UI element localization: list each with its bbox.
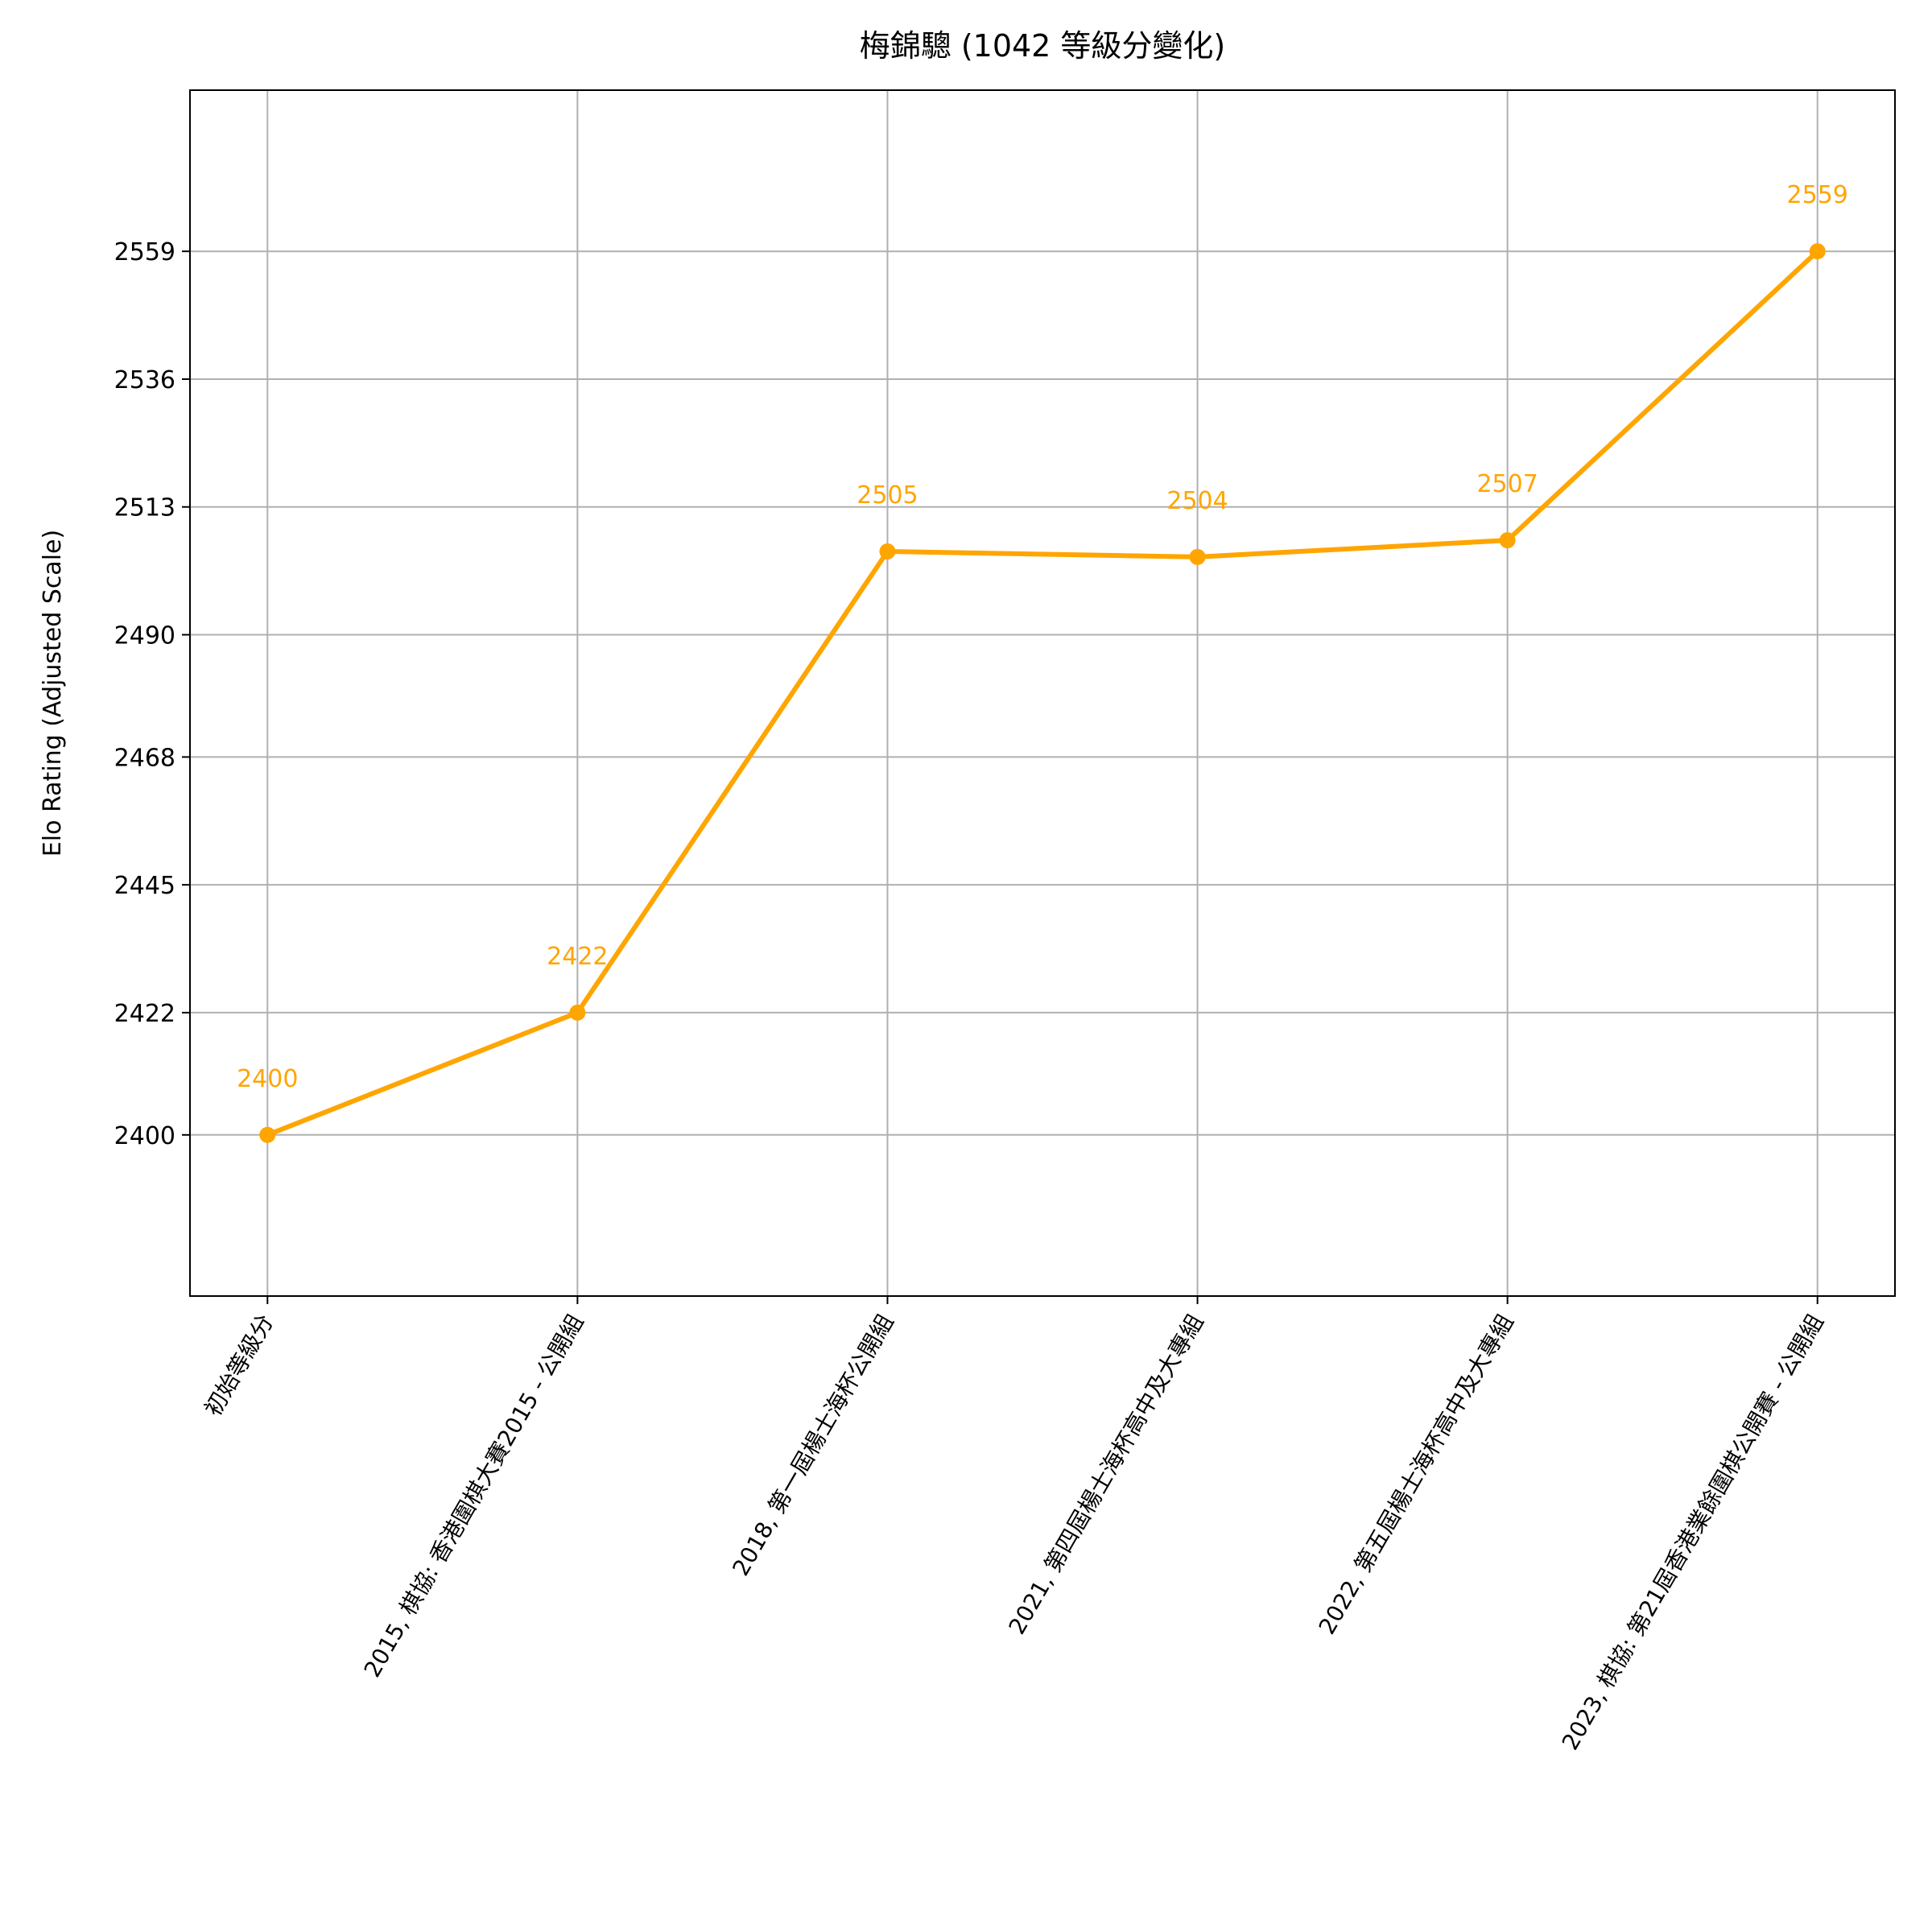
value-label: 2400	[237, 1065, 298, 1093]
value-label: 2422	[547, 943, 608, 971]
plot-frame	[189, 89, 1896, 1297]
y-tick-label: 2536	[114, 366, 175, 394]
y-tick-label: 2400	[114, 1122, 175, 1150]
y-tick-label: 2490	[114, 622, 175, 650]
y-tick-label: 2559	[114, 238, 175, 266]
y-axis-label: Elo Rating (Adjusted Scale)	[39, 530, 67, 857]
chart-title: 梅錦驄 (1042 等級分變化)	[860, 28, 1226, 64]
point	[1189, 548, 1206, 565]
y-tick-label: 2422	[114, 1000, 175, 1028]
x-tick-label: 2023, 棋協: 第21屆香港業餘圍棋公開賽 - 公開組	[1557, 1310, 1829, 1755]
point	[259, 1126, 276, 1143]
point	[1809, 243, 1826, 260]
point	[879, 543, 896, 559]
y-tick-label: 2445	[114, 872, 175, 900]
x-tick-label: 2021, 第四屆楊士海杯高中及大專組	[1003, 1310, 1208, 1639]
point	[1499, 532, 1516, 549]
y-tick-label: 2468	[114, 744, 175, 772]
value-label: 2507	[1476, 470, 1538, 498]
value-label: 2505	[857, 481, 918, 510]
value-label: 2504	[1166, 487, 1228, 515]
line	[266, 249, 1819, 1137]
x-tick-label: 初始等級分	[200, 1310, 279, 1421]
x-tick-label: 2018, 第一屆楊士海杯公開組	[727, 1310, 898, 1580]
x-tick-label: 2022, 第五屆楊士海杯高中及大專組	[1314, 1310, 1519, 1639]
y-tick-label: 2513	[114, 494, 175, 522]
value-label: 2559	[1787, 181, 1848, 209]
x-tick-label: 2015, 棋協: 香港圍棋大賽2015 - 公開組	[359, 1310, 589, 1682]
point	[569, 1004, 586, 1021]
